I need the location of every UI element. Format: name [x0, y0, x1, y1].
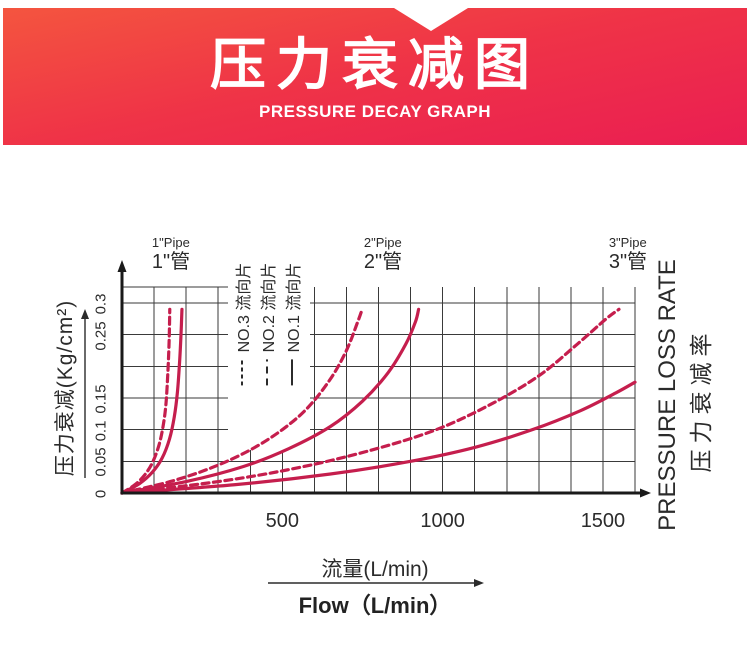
- legend-line-sample-dotted: [241, 359, 243, 386]
- legend-item: NO.2 流向片: [255, 263, 279, 386]
- pipe-size-label: 2"Pipe 2"管: [364, 236, 402, 272]
- page-title: 压力衰减图: [210, 33, 540, 96]
- x-tick-label: 1000: [420, 510, 465, 532]
- legend-item: NO.1 流向片: [280, 263, 304, 386]
- y-tick-label: 0.1: [92, 420, 110, 442]
- y-tick-label: 0.05: [92, 447, 110, 477]
- pipe-size-label-en: 1"Pipe: [151, 235, 190, 250]
- pipe-size-label-en: 3"Pipe: [608, 235, 647, 250]
- page-subtitle: PRESSURE DECAY GRAPH: [258, 101, 491, 121]
- y-axis-label-right-en: PRESSURE LOSS RATE: [654, 259, 681, 531]
- legend-label: NO.3 流向片: [236, 262, 253, 353]
- y-axis-label-right-zh: 压力衰减率: [688, 327, 714, 473]
- x-tick-label: 500: [265, 510, 299, 532]
- legend-line-sample-dashed: [266, 359, 268, 386]
- pipe-size-label-en: 2"Pipe: [363, 235, 402, 250]
- legend-line-sample-solid: [291, 359, 293, 386]
- banner: 压力衰减图 PRESSURE DECAY GRAPH: [3, 8, 747, 145]
- banner-notch-decoration: [394, 8, 468, 31]
- legend-item: NO.3 流向片: [230, 263, 254, 386]
- y-tick-label: 0.15: [92, 384, 110, 414]
- y-axis-label-left: 压力衰减(Kg/cm²): [54, 299, 77, 477]
- y-tick-label: 0.3: [92, 293, 110, 315]
- x-tick-label: 1500: [580, 510, 626, 532]
- legend-label: NO.2 流向片: [261, 262, 278, 353]
- x-axis-label-zh: 流量(L/min): [321, 558, 429, 581]
- x-axis-label-en: Flow（L/min）: [298, 593, 452, 618]
- y-tick-label: 0: [92, 489, 110, 499]
- y-tick-label: 0.25: [92, 321, 110, 351]
- pipe-size-label-zh: 1"管: [151, 251, 191, 273]
- pipe-size-label: 3"Pipe 3"管: [609, 236, 647, 272]
- pipe-size-label-zh: 3"管: [608, 251, 648, 273]
- pipe-size-label-zh: 2"管: [363, 251, 403, 273]
- legend-label: NO.1 流向片: [286, 262, 303, 353]
- pipe-size-label: 1"Pipe 1"管: [152, 236, 190, 272]
